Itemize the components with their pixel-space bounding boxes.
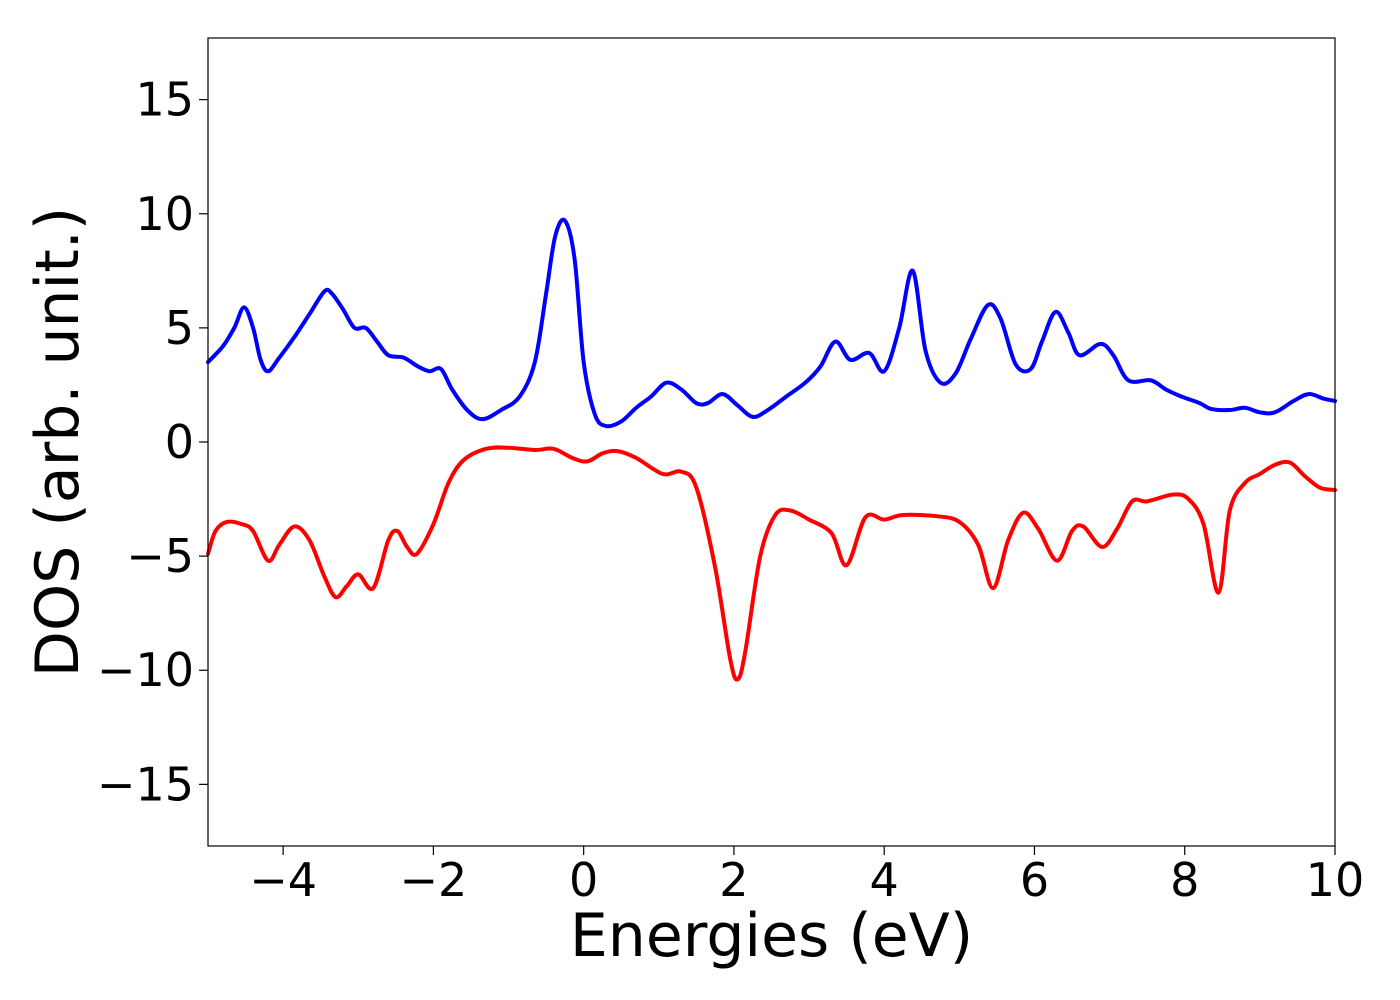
x-tick-label: −2 [399, 853, 467, 907]
x-tick-label: 8 [1170, 853, 1199, 907]
y-tick-label: 15 [135, 73, 194, 127]
series-layer [206, 217, 1337, 682]
x-tick-label: −4 [249, 853, 317, 907]
x-tick-label: 10 [1306, 853, 1365, 907]
y-axis: 15 10 5 0 −5 −10 −15 [97, 73, 208, 811]
x-axis: −4 −2 0 2 4 6 8 10 [249, 846, 1364, 907]
x-axis-title: Energies (eV) [570, 901, 973, 971]
y-tick-label: −15 [97, 757, 194, 811]
plot-frame [207, 37, 1336, 847]
x-tick-label: 2 [719, 853, 748, 907]
y-tick-label: 10 [135, 187, 194, 241]
y-tick-label: −5 [126, 529, 194, 583]
y-tick-label: −10 [97, 643, 194, 697]
y-axis-title: DOS (arb. unit.) [23, 207, 93, 677]
x-tick-label: 6 [1020, 853, 1049, 907]
x-tick-label: 0 [569, 853, 598, 907]
y-tick-label: 0 [165, 415, 194, 469]
series-line-2 [206, 445, 1337, 682]
x-tick-label: 4 [870, 853, 899, 907]
series-line-1 [206, 217, 1337, 429]
y-tick-label: 5 [165, 301, 194, 355]
